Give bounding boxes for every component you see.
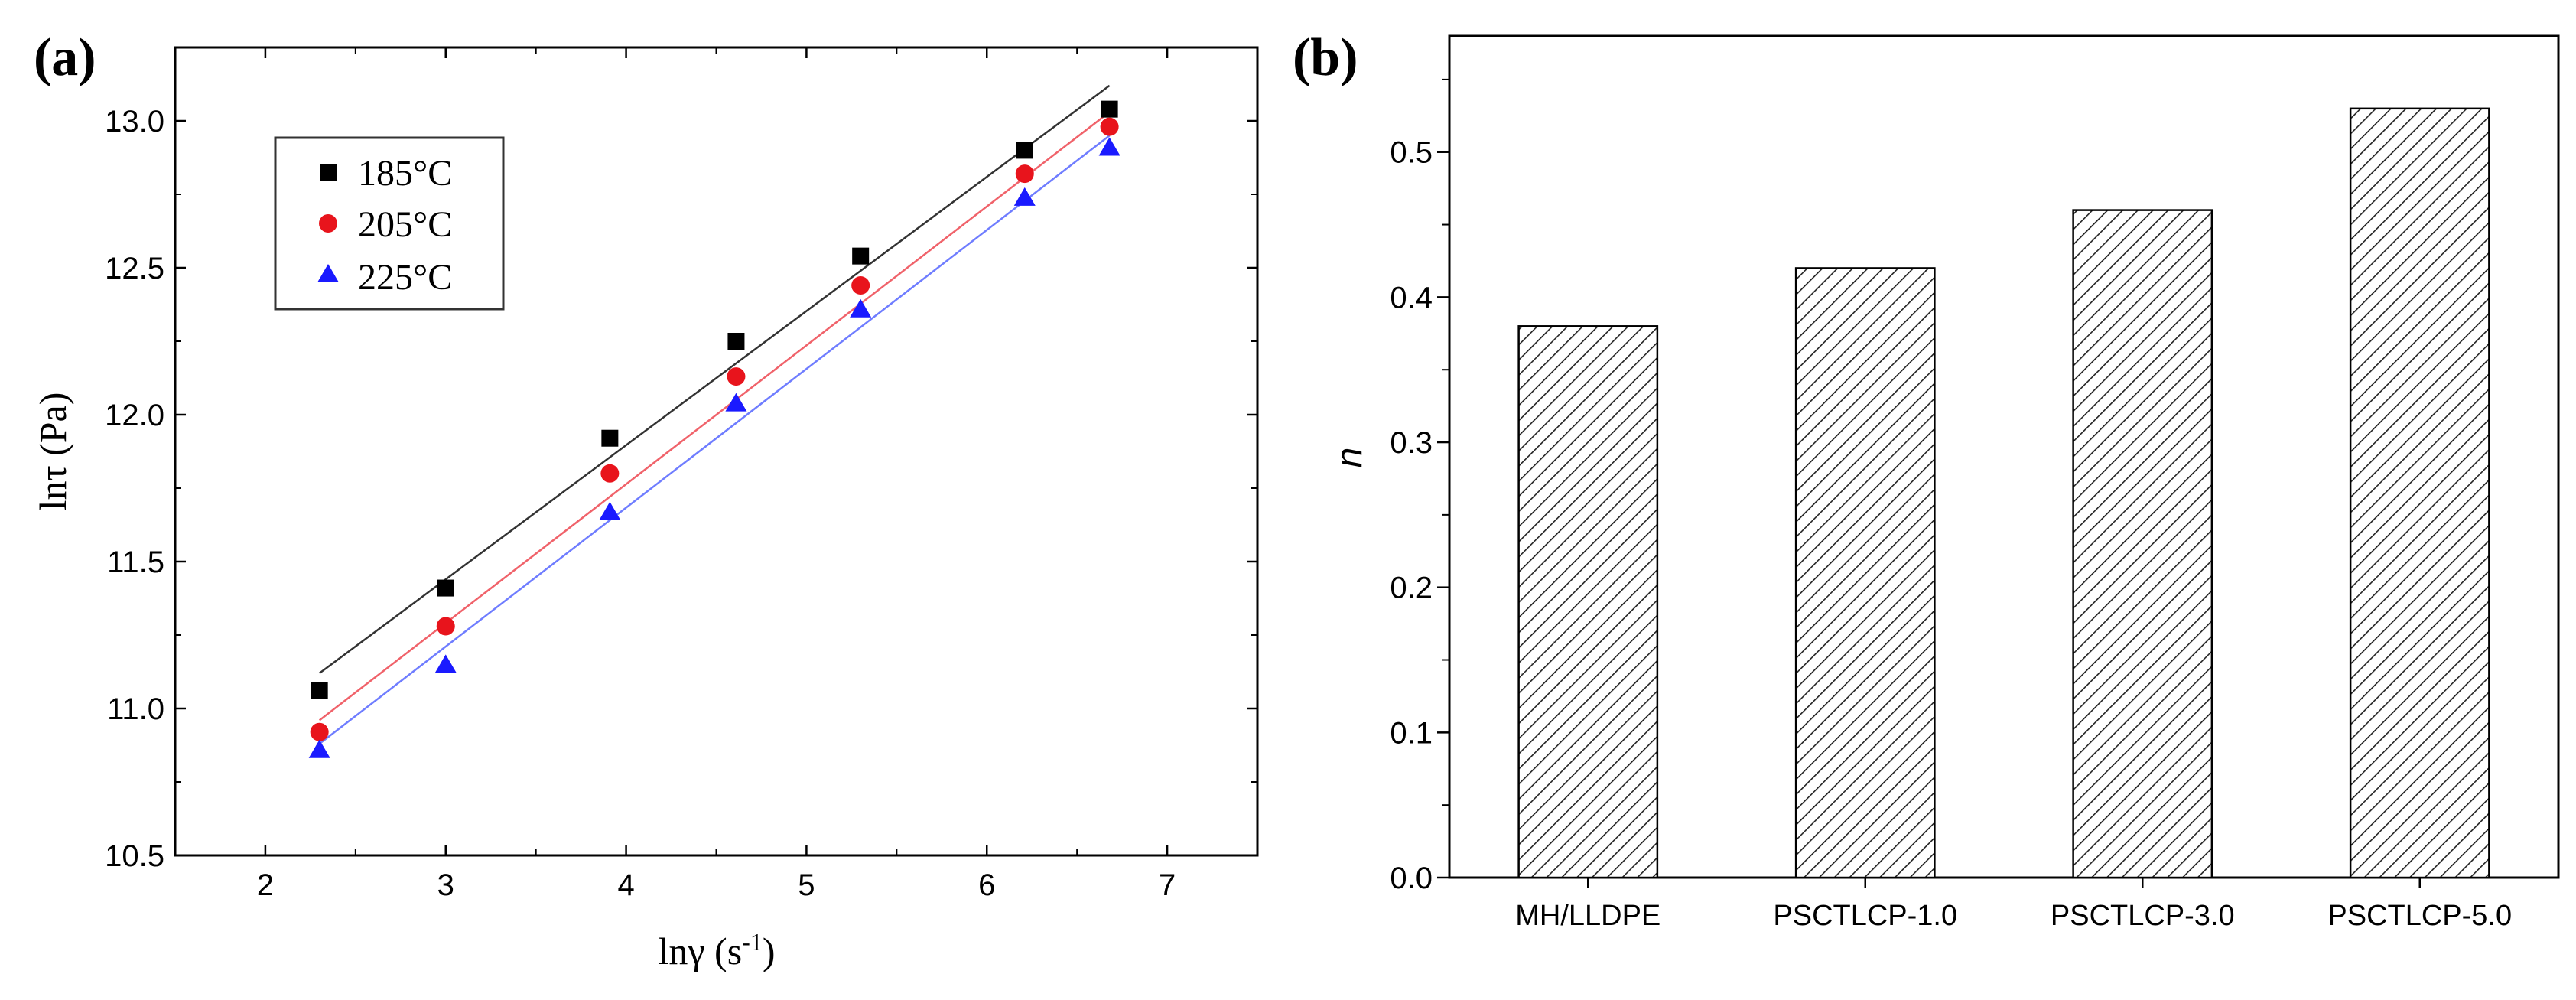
y-tick-label: 0.2: [1390, 572, 1433, 605]
data-point-205: [851, 276, 870, 295]
y-tick-label: 11.0: [107, 692, 164, 726]
panel-a-points: [308, 100, 1120, 758]
data-point-225: [308, 739, 330, 758]
data-point-185: [852, 247, 870, 265]
panel-b-bars: [1517, 107, 2490, 879]
panel-b-frame: [1448, 34, 2560, 879]
y-tick-label: 0.5: [1390, 136, 1433, 170]
data-point-205: [600, 464, 620, 483]
panel-a-legend: 185°C 205°C 225°C: [274, 136, 505, 311]
data-point-205: [1015, 164, 1034, 184]
y-tick-label: 12.5: [105, 252, 164, 285]
data-point-225: [1098, 137, 1120, 156]
data-point-205: [727, 367, 746, 386]
panel-a-y-axis-label: lnτ (Pa): [31, 393, 74, 511]
data-point-205: [310, 722, 329, 741]
legend-marker-205: [319, 214, 337, 233]
data-point-225: [725, 393, 747, 412]
y-tick-label: 0.1: [1390, 716, 1433, 750]
panel-a-scatter: (a) 2 3 4 5 6 7 10.5 11.0 11.5 12.0 12.5 13.0 lnγ (…: [31, 28, 1259, 972]
y-tick-label: 0.3: [1390, 426, 1433, 460]
legend-label-225: 225°C: [358, 257, 452, 298]
panel-b-bar: (b) 0.0 0.1 0.2 0.3 0.4 0.5 MH/LLDPE PSCTLCP-1.…: [1293, 28, 2560, 932]
x-category-label: MH/LLDPE: [1515, 900, 1660, 932]
bar-psctlcp-5-0: [2349, 107, 2490, 879]
y-tick-label: 12.0: [105, 399, 164, 432]
legend-label-185: 185°C: [358, 153, 452, 194]
panel-b-label: (b): [1293, 28, 1358, 87]
y-tick-label: 13.0: [105, 105, 164, 138]
data-point-225: [850, 298, 872, 318]
data-point-225: [599, 501, 621, 520]
panel-a-x-axis-label: lnγ (s-1): [659, 928, 776, 972]
x-tick-label: 5: [798, 868, 815, 902]
data-point-185: [311, 682, 328, 699]
data-point-205: [436, 617, 455, 636]
legend-box: [274, 136, 505, 311]
data-point-205: [1100, 117, 1119, 136]
x-tick-label: 4: [617, 868, 634, 902]
x-category-label: PSCTLCP-5.0: [2327, 900, 2512, 932]
bar-psctlcp-3-0: [2072, 209, 2213, 879]
fit-line-0: [318, 84, 1111, 674]
panel-b-axes: [1437, 78, 2421, 888]
y-tick-label: 10.5: [105, 839, 164, 873]
y-tick-label: 11.5: [107, 546, 164, 579]
bar-psctlcp-1-0: [1794, 267, 1936, 879]
data-point-185: [727, 333, 745, 350]
x-tick-label: 2: [257, 868, 274, 902]
data-point-185: [1016, 142, 1033, 159]
x-tick-label: 7: [1159, 868, 1176, 902]
x-tick-label: 3: [437, 868, 454, 902]
data-point-185: [601, 429, 619, 447]
panel-b-tick-labels: 0.0 0.1 0.2 0.3 0.4 0.5 MH/LLDPE PSCTLCP-1.0 PSC…: [1390, 136, 2512, 932]
bar-mh-lldpe: [1517, 325, 1659, 879]
x-category-label: PSCTLCP-1.0: [1773, 900, 1957, 932]
panel-a-axes: [174, 47, 1257, 857]
fit-line-2: [318, 135, 1111, 745]
legend-marker-185: [320, 164, 337, 181]
y-tick-label: 0.4: [1390, 281, 1433, 314]
legend-label-205: 205°C: [358, 204, 452, 245]
x-tick-label: 6: [978, 868, 995, 902]
y-tick-label: 0.0: [1390, 862, 1433, 895]
x-category-label: PSCTLCP-3.0: [2051, 900, 2235, 932]
data-point-225: [1013, 187, 1036, 206]
panel-a-tick-labels: 2 3 4 5 6 7 10.5 11.0 11.5 12.0 12.5 13.0: [105, 105, 1176, 902]
panel-a-label: (a): [34, 28, 96, 87]
data-point-225: [434, 654, 457, 673]
data-point-185: [437, 579, 454, 597]
legend-marker-225: [317, 264, 339, 282]
data-point-185: [1101, 100, 1118, 118]
panel-b-y-axis-label: n: [1329, 448, 1370, 468]
